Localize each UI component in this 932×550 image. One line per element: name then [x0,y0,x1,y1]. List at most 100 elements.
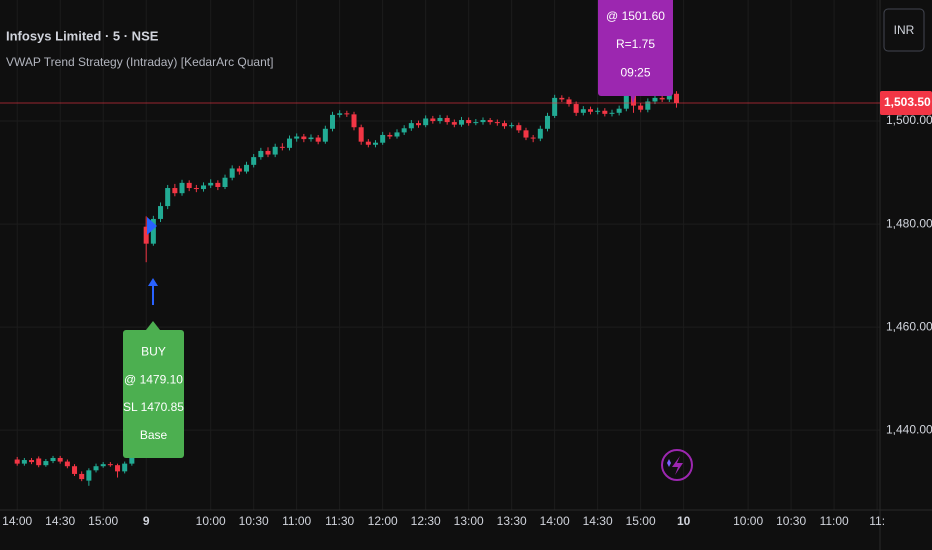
x-tick-label: 11:30 [325,514,354,528]
candle-body [222,177,228,187]
candle-body [387,134,393,137]
last-price-tag [880,91,932,116]
candle-body [258,150,264,158]
candle-body [229,168,235,178]
candle-body [100,464,106,467]
x-tick-label: 9 [143,514,150,528]
candle-body [587,109,593,112]
annotation-text: R=1.75 [616,37,655,51]
y-tick-label: 1,460.00 [886,319,932,333]
candle-body [122,463,128,472]
candle-body [487,120,493,123]
candle-body [516,125,522,131]
candle-body [165,188,171,207]
candle-body [552,97,558,116]
candle-body [308,137,314,140]
entry-marker [147,217,157,235]
buy-arrow-head [148,278,158,286]
x-tick-label: 15:00 [88,514,118,528]
alert-bolt[interactable] [672,456,683,475]
annotation-text: 09:25 [620,66,650,80]
candle-body [623,95,629,109]
candle-body [315,137,321,142]
candle-body [322,128,328,142]
candle-body [595,110,601,112]
x-tick-label: 11:00 [820,514,849,528]
candle-body [21,460,27,464]
candle-body [458,120,465,125]
y-tick-label: 1,500.00 [886,113,932,127]
x-tick-label: 11: [869,514,885,528]
candle-body [430,118,436,122]
candle-body [86,470,92,481]
candle-body [659,97,665,100]
candle-body [29,460,35,463]
candle-body [351,114,357,128]
candle-body [666,93,672,100]
candle-body [466,120,472,124]
candle-body [544,115,550,129]
candle-body [186,182,192,189]
candle-body [72,466,78,474]
candle-body [509,125,515,127]
candle-body [265,150,271,155]
candle-body [645,101,651,110]
x-tick-label: 14:00 [2,514,32,528]
x-tick-label: 12:00 [368,514,398,528]
candle-body [408,123,414,129]
candle-body [150,218,156,244]
x-tick-label: 14:30 [45,514,75,528]
x-tick-label: 10:30 [776,514,806,528]
annotation-box [123,330,184,458]
candle-body [494,122,500,124]
candle-body [638,105,644,110]
x-tick-label: 11:00 [282,514,311,528]
currency-button[interactable] [883,8,925,52]
candle-body [251,157,257,165]
candle-body [129,455,135,464]
candle-body [57,457,63,462]
annotation-text: SL 1470.85 [123,400,184,414]
candle-body [480,120,486,123]
candle-body [523,130,529,138]
annotation-text: Base [140,428,168,442]
candle-body [201,185,207,190]
candle-body [14,459,20,464]
annotation-text: @ 1479.10 [124,372,183,386]
alert-icon[interactable] [661,449,693,481]
candle-body [437,117,443,122]
y-tick-label: 1,480.00 [886,216,932,230]
currency-label[interactable]: INR [894,23,915,37]
indicator-title: VWAP Trend Strategy (Intraday) [KedarArc… [6,55,273,69]
x-tick-label: 10:00 [733,514,763,528]
candle-body [616,108,622,113]
candle-body [372,142,379,145]
candle-body [244,164,250,172]
candle-body [279,146,285,148]
candle-body [652,97,658,102]
candle-body [358,127,364,142]
candle-body [143,226,149,244]
candle-body [301,136,307,140]
candle-body [673,93,679,104]
candle-body [559,97,565,100]
candle-body [344,113,350,115]
x-tick-label: 10 [677,514,691,528]
candle-body [193,188,199,190]
candle-body [93,466,99,471]
candle-body [36,458,42,466]
candle-body [415,123,422,126]
y-tick-label: 1,440.00 [886,422,932,436]
candle-body [236,168,242,172]
x-tick-label: 13:30 [497,514,527,528]
x-tick-label: 14:00 [540,514,570,528]
x-tick-label: 10:00 [196,514,226,528]
candle-body [294,136,300,139]
candle-body [473,122,479,124]
candle-body [50,457,56,462]
candle-body [380,134,386,143]
annotation-text: BUY [141,344,166,358]
candle-body [444,117,450,123]
